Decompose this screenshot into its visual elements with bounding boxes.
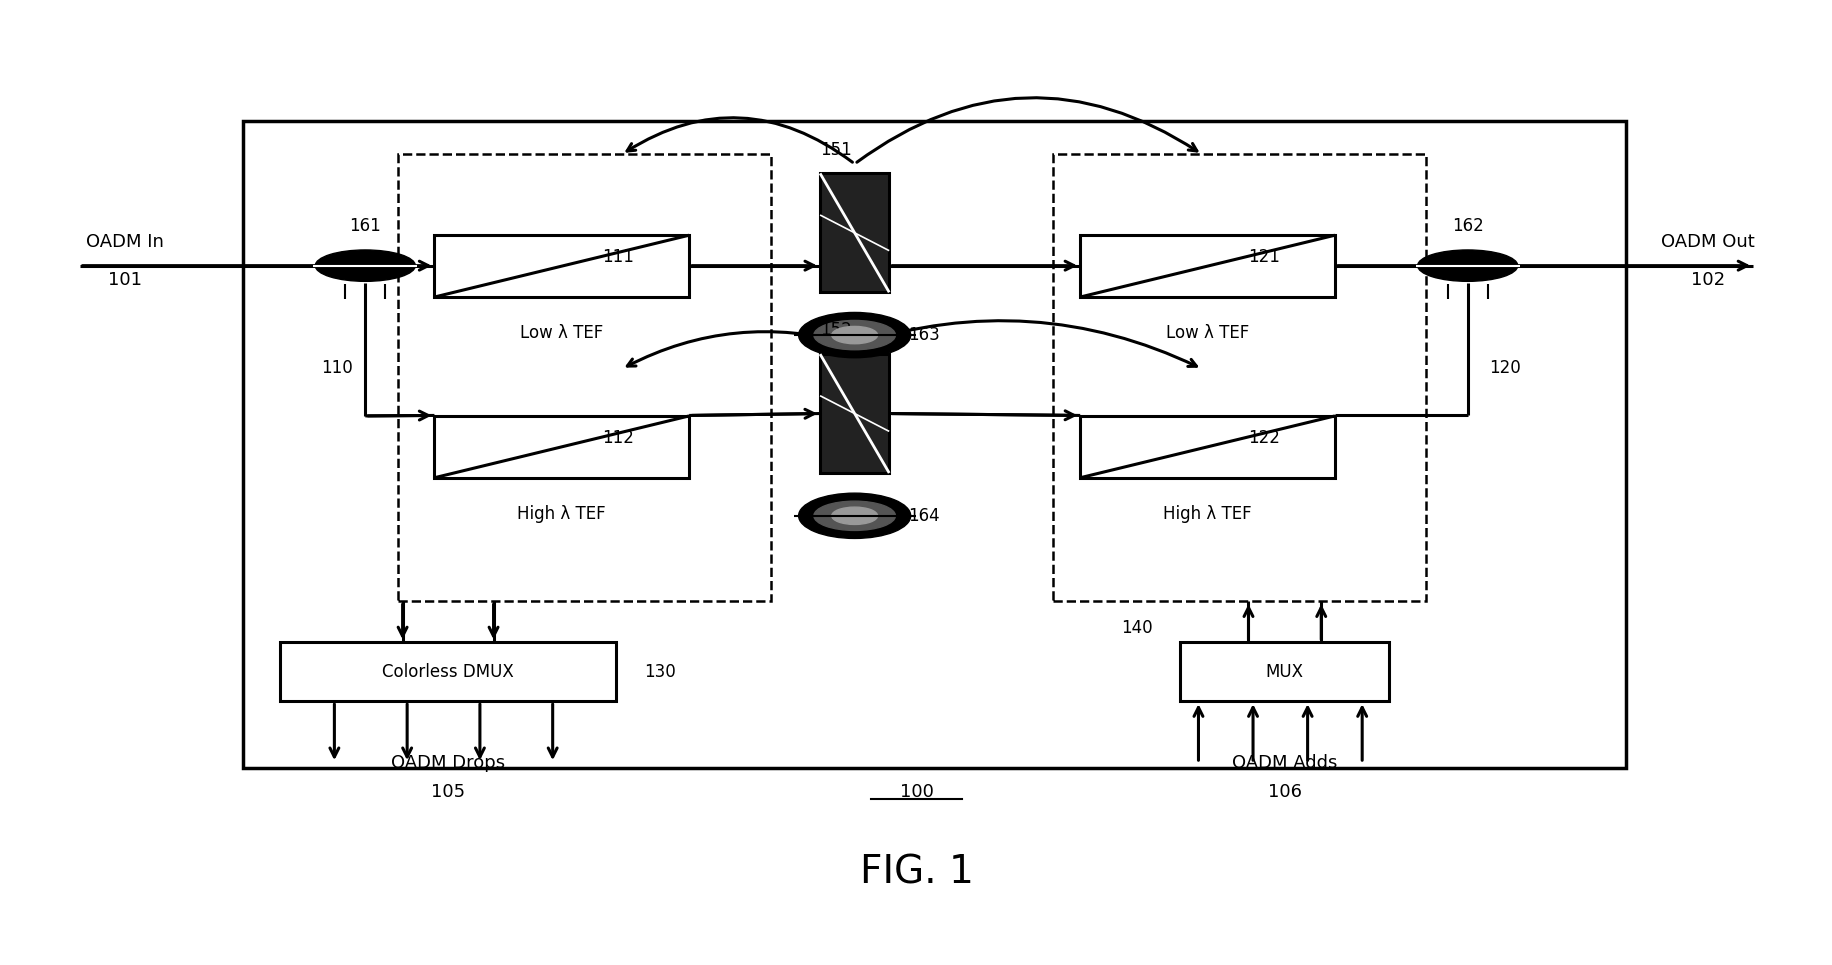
Ellipse shape — [1416, 250, 1517, 282]
FancyBboxPatch shape — [819, 354, 889, 473]
FancyBboxPatch shape — [244, 121, 1625, 768]
Text: 152: 152 — [821, 321, 852, 340]
Text: 161: 161 — [350, 217, 381, 234]
Ellipse shape — [315, 250, 416, 282]
Ellipse shape — [832, 508, 878, 524]
Text: 163: 163 — [907, 326, 940, 345]
Text: 130: 130 — [643, 663, 674, 680]
Text: OADM Drops: OADM Drops — [390, 754, 506, 772]
Ellipse shape — [799, 493, 911, 538]
Text: 100: 100 — [900, 783, 932, 801]
Text: 121: 121 — [1248, 248, 1279, 265]
Text: 101: 101 — [108, 271, 143, 289]
Ellipse shape — [832, 326, 878, 344]
Text: 105: 105 — [431, 783, 465, 801]
FancyBboxPatch shape — [1180, 643, 1389, 702]
FancyBboxPatch shape — [1079, 416, 1334, 478]
Text: 111: 111 — [601, 248, 634, 265]
FancyBboxPatch shape — [434, 235, 689, 297]
Text: OADM Adds: OADM Adds — [1231, 754, 1337, 772]
Text: 122: 122 — [1248, 428, 1279, 447]
Text: High λ TEF: High λ TEF — [1163, 505, 1251, 523]
Text: Low λ TEF: Low λ TEF — [1165, 324, 1248, 343]
FancyBboxPatch shape — [434, 416, 689, 478]
Text: 106: 106 — [1268, 783, 1301, 801]
Text: OADM In: OADM In — [86, 233, 165, 251]
Text: OADM Out: OADM Out — [1660, 233, 1753, 251]
FancyBboxPatch shape — [1079, 235, 1334, 297]
Text: 120: 120 — [1489, 359, 1521, 377]
Text: 164: 164 — [907, 507, 940, 525]
Text: FIG. 1: FIG. 1 — [859, 853, 973, 892]
Text: 162: 162 — [1451, 217, 1482, 234]
Ellipse shape — [813, 320, 894, 349]
Ellipse shape — [799, 313, 911, 358]
Text: MUX: MUX — [1266, 663, 1303, 680]
Text: 151: 151 — [821, 141, 852, 158]
Text: High λ TEF: High λ TEF — [517, 505, 606, 523]
Text: Colorless DMUX: Colorless DMUX — [383, 663, 513, 680]
Ellipse shape — [813, 501, 894, 531]
Text: 112: 112 — [601, 428, 634, 447]
Text: Low λ TEF: Low λ TEF — [520, 324, 603, 343]
Text: 140: 140 — [1121, 619, 1152, 637]
Text: 102: 102 — [1689, 271, 1724, 289]
FancyBboxPatch shape — [819, 174, 889, 292]
Text: 110: 110 — [321, 359, 352, 377]
FancyBboxPatch shape — [280, 643, 616, 702]
